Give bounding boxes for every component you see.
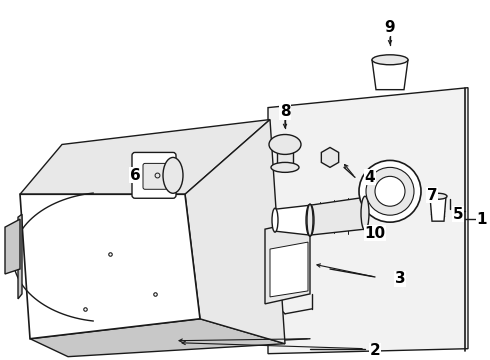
Text: 1: 1: [477, 212, 487, 227]
Polygon shape: [275, 205, 310, 235]
Text: 9: 9: [385, 21, 395, 35]
Text: 7: 7: [427, 188, 437, 203]
Polygon shape: [268, 88, 468, 354]
Text: 5: 5: [453, 207, 464, 222]
Ellipse shape: [306, 204, 314, 236]
Ellipse shape: [269, 135, 301, 154]
Polygon shape: [430, 196, 446, 221]
Polygon shape: [185, 120, 285, 344]
Ellipse shape: [366, 167, 414, 215]
Text: 10: 10: [365, 226, 386, 240]
Ellipse shape: [372, 55, 408, 65]
Polygon shape: [18, 214, 22, 299]
Polygon shape: [321, 148, 339, 167]
Text: 3: 3: [394, 271, 405, 287]
FancyBboxPatch shape: [143, 163, 167, 189]
Polygon shape: [277, 144, 293, 167]
Text: 4: 4: [365, 170, 375, 185]
Polygon shape: [372, 60, 408, 90]
Polygon shape: [310, 197, 365, 235]
Text: 8: 8: [280, 104, 290, 119]
Ellipse shape: [272, 208, 278, 232]
Ellipse shape: [359, 161, 421, 222]
Text: 6: 6: [130, 168, 140, 183]
Text: 2: 2: [369, 343, 380, 358]
Polygon shape: [20, 120, 270, 194]
Polygon shape: [265, 219, 310, 304]
Polygon shape: [30, 319, 285, 357]
Ellipse shape: [375, 176, 405, 206]
Polygon shape: [20, 194, 200, 339]
Ellipse shape: [307, 204, 313, 236]
Polygon shape: [5, 219, 20, 274]
Ellipse shape: [271, 162, 299, 172]
Ellipse shape: [361, 196, 369, 230]
Polygon shape: [270, 242, 308, 297]
Ellipse shape: [163, 157, 183, 193]
FancyBboxPatch shape: [132, 152, 176, 198]
Ellipse shape: [429, 193, 447, 199]
